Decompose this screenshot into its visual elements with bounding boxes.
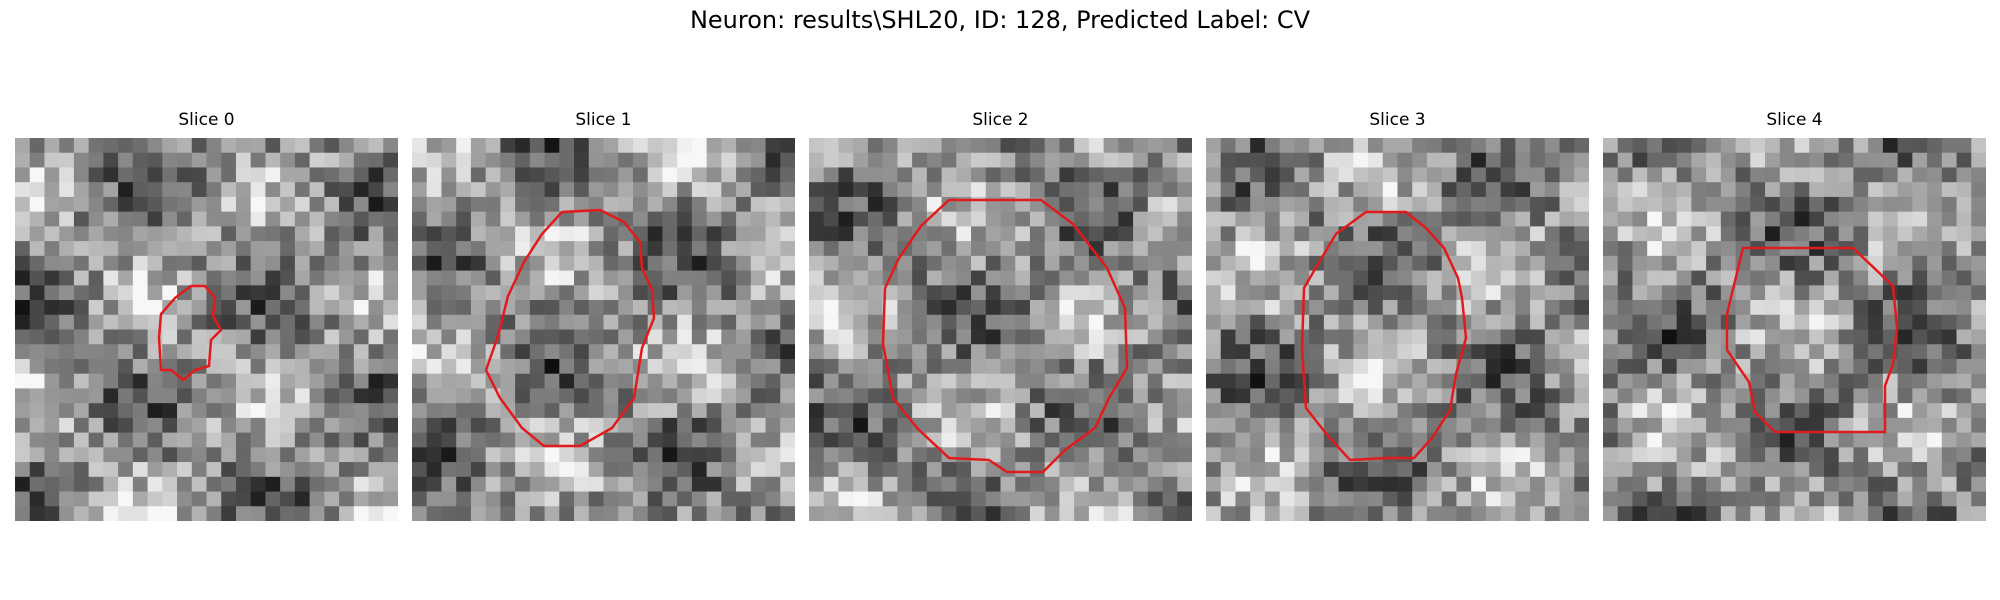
grayscale-pixel-grid bbox=[15, 138, 398, 521]
slice-panel-1: Slice 1 bbox=[412, 108, 795, 521]
roi-contour bbox=[1725, 246, 1899, 434]
slice-panel-4: Slice 4 bbox=[1603, 108, 1986, 521]
slice-image bbox=[1603, 138, 1986, 521]
slice-panel-3: Slice 3 bbox=[1206, 108, 1589, 521]
slice-image-svg bbox=[412, 138, 795, 521]
slice-title: Slice 3 bbox=[1369, 110, 1426, 130]
figure-title: Neuron: results\SHL20, ID: 128, Predicte… bbox=[689, 6, 1311, 34]
slice-image bbox=[1206, 138, 1589, 521]
grayscale-pixel-grid bbox=[412, 138, 795, 521]
slice-image bbox=[412, 138, 795, 521]
slice-panel-0: Slice 0 bbox=[15, 108, 398, 521]
slice-panel-2: Slice 2 bbox=[809, 108, 1192, 521]
slice-title: Slice 1 bbox=[575, 110, 632, 130]
slice-image bbox=[809, 138, 1192, 521]
roi-contour bbox=[881, 198, 1129, 474]
grayscale-pixel-grid bbox=[1206, 138, 1589, 521]
slice-title: Slice 4 bbox=[1766, 110, 1823, 130]
slice-title: Slice 0 bbox=[178, 110, 235, 130]
slice-title: Slice 2 bbox=[972, 110, 1029, 130]
grayscale-pixel-grid bbox=[1603, 138, 1986, 521]
slice-image bbox=[15, 138, 398, 521]
roi-contour bbox=[157, 284, 223, 382]
slice-image-svg bbox=[15, 138, 398, 521]
slice-image-svg bbox=[1603, 138, 1986, 521]
roi-contour bbox=[484, 208, 656, 448]
slice-image-svg bbox=[1206, 138, 1589, 521]
roi-contour bbox=[1300, 210, 1468, 462]
grayscale-pixel-grid bbox=[809, 138, 1192, 521]
slice-image-svg bbox=[809, 138, 1192, 521]
